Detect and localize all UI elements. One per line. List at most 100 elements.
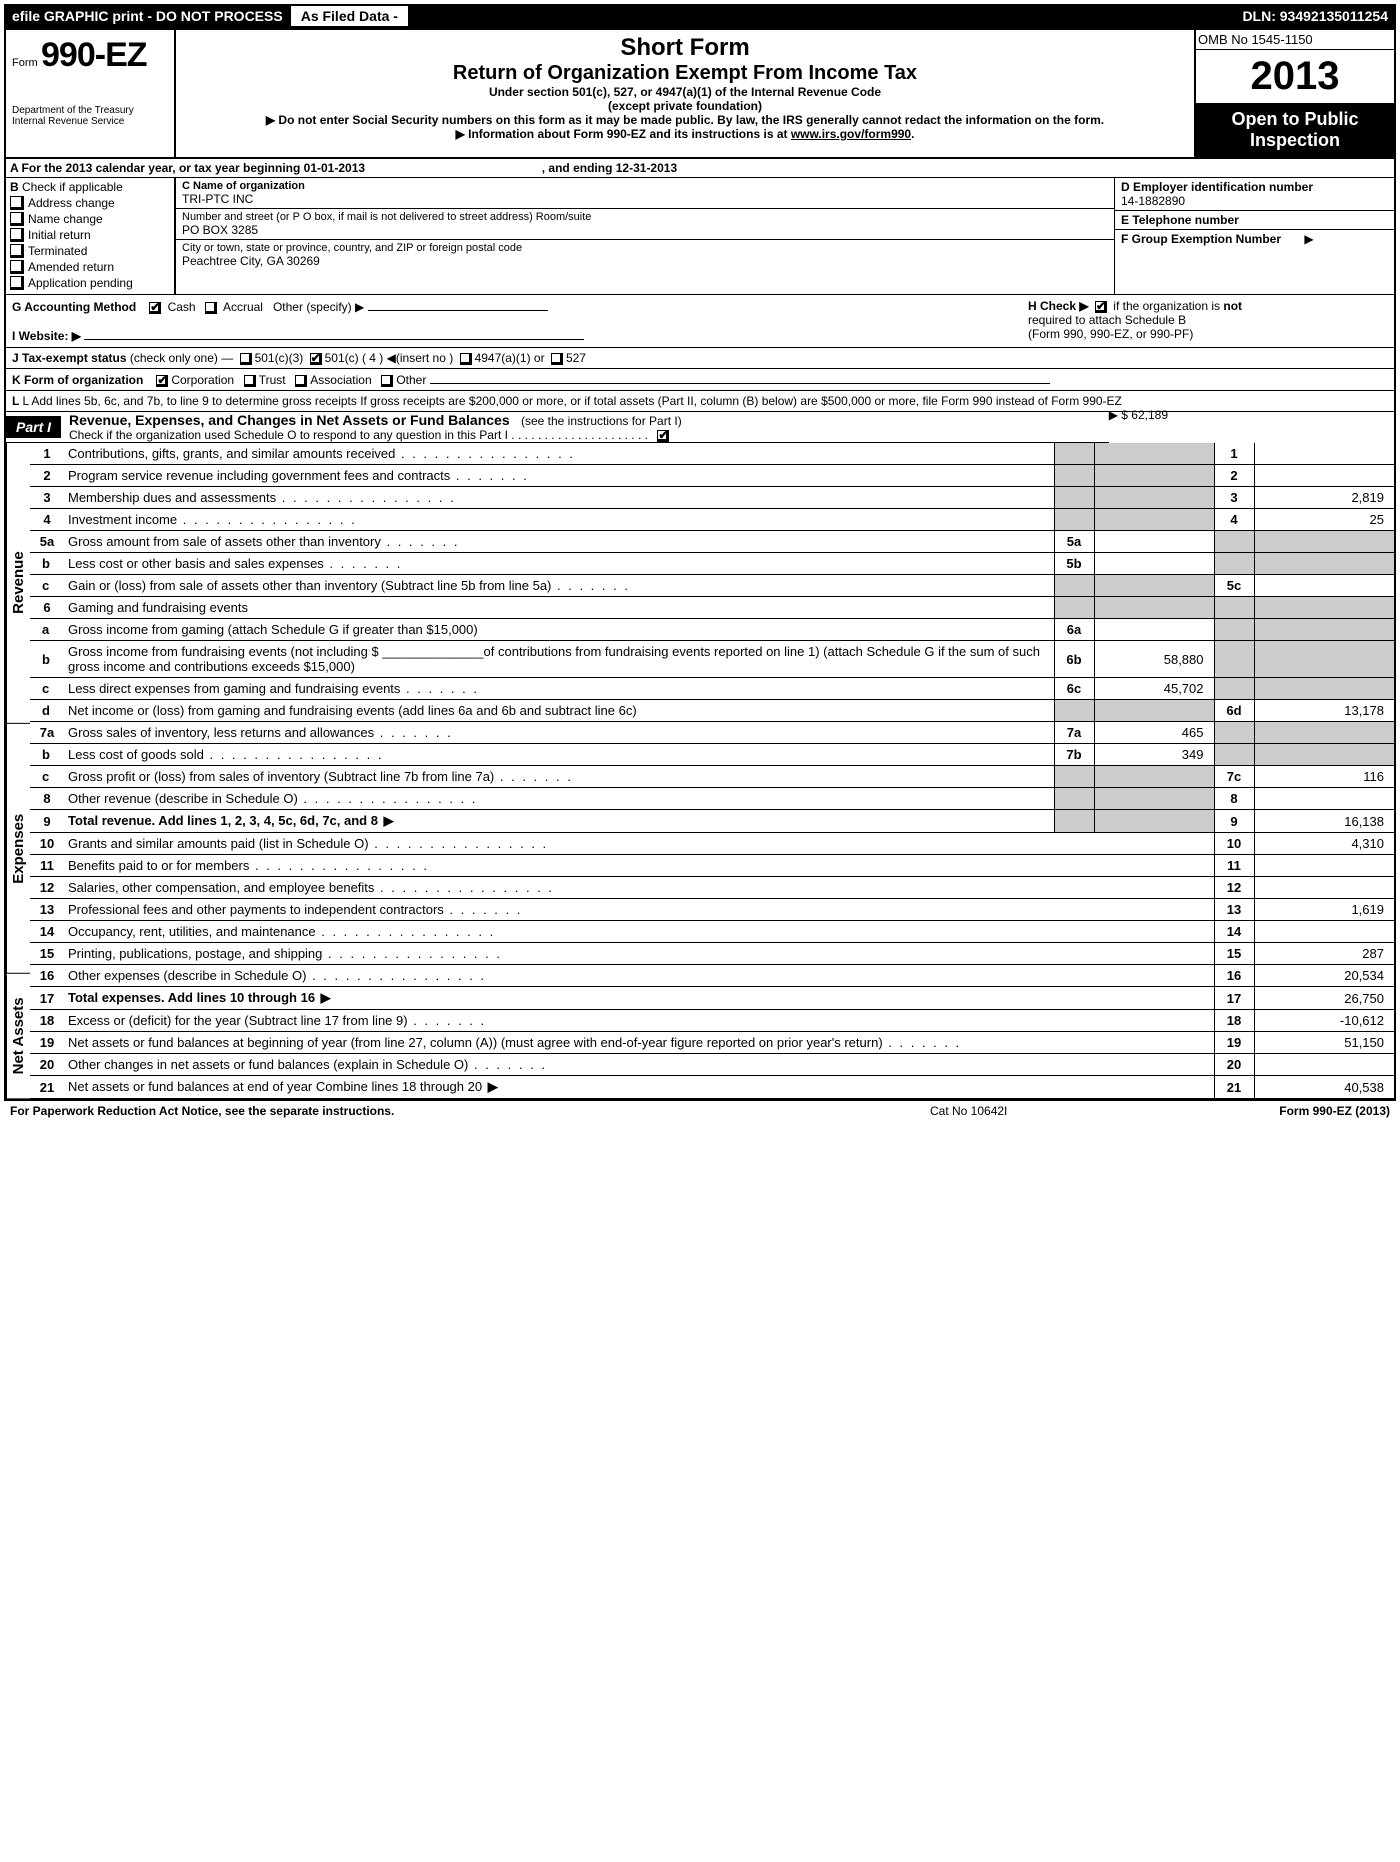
line-9: 9Total revenue. Add lines 1, 2, 3, 4, 5c…	[30, 810, 1394, 833]
line-14: 14Occupancy, rent, utilities, and mainte…	[30, 921, 1394, 943]
line-13: 13Professional fees and other payments t…	[30, 899, 1394, 921]
org-city-lbl: City or town, state or province, country…	[182, 242, 1108, 254]
form-prefix: Form	[12, 57, 38, 69]
header-right: OMB No 1545-1150 2013 Open to Public Ins…	[1194, 30, 1394, 157]
chk-h[interactable]: ✔	[1095, 301, 1107, 313]
omb-number: OMB No 1545-1150	[1196, 30, 1394, 50]
line-20: 20Other changes in net assets or fund ba…	[30, 1054, 1394, 1076]
line-5a: 5aGross amount from sale of assets other…	[30, 531, 1394, 553]
dept-2: Internal Revenue Service	[12, 116, 168, 127]
line-18: 18Excess or (deficit) for the year (Subt…	[30, 1010, 1394, 1032]
open-public: Open to Public Inspection	[1196, 103, 1394, 157]
line-6a: aGross income from gaming (attach Schedu…	[30, 619, 1394, 641]
col-b-label: B	[10, 180, 19, 194]
ein-val: 14-1882890	[1121, 194, 1388, 208]
line-5c: cGain or (loss) from sale of assets othe…	[30, 575, 1394, 597]
top-mid: As Filed Data -	[291, 6, 408, 26]
line-2: 2Program service revenue including gover…	[30, 465, 1394, 487]
chk-501c[interactable]: ✔	[310, 353, 322, 365]
chk-amended[interactable]: Amended return	[10, 260, 170, 274]
line-6: 6Gaming and fundraising events	[30, 597, 1394, 619]
line-21: 21Net assets or fund balances at end of …	[30, 1076, 1394, 1099]
footer-cat: Cat No 10642I	[930, 1104, 1190, 1118]
footer: For Paperwork Reduction Act Notice, see …	[4, 1101, 1396, 1121]
row-a-ending: , and ending 12-31-2013	[542, 161, 677, 175]
line-1: 1Contributions, gifts, grants, and simil…	[30, 443, 1394, 465]
line-6c: cLess direct expenses from gaming and fu…	[30, 678, 1394, 700]
note-1: ▶ Do not enter Social Security numbers o…	[184, 113, 1186, 127]
org-name-lbl: C Name of organization	[182, 180, 1108, 192]
col-c: C Name of organization TRI-PTC INC Numbe…	[176, 178, 1114, 294]
gross-receipts: ▶ $ 62,189	[1109, 408, 1388, 422]
subtitle-2: (except private foundation)	[184, 99, 1186, 113]
org-addr: PO BOX 3285	[182, 223, 1108, 237]
chk-schedule-o[interactable]: ✔	[657, 430, 669, 442]
note-2: ▶ Information about Form 990-EZ and its …	[184, 127, 1186, 141]
header-row: Form 990-EZ Department of the Treasury I…	[6, 30, 1394, 159]
chk-corp[interactable]: ✔	[156, 375, 168, 387]
dept-1: Department of the Treasury	[12, 105, 168, 116]
col-def: D Employer identification number 14-1882…	[1114, 178, 1394, 294]
line-12: 12Salaries, other compensation, and empl…	[30, 877, 1394, 899]
part1-sub: Check if the organization used Schedule …	[61, 428, 672, 442]
chk-assoc[interactable]	[295, 375, 307, 387]
chk-address[interactable]: Address change	[10, 196, 170, 210]
subtitle-1: Under section 501(c), 527, or 4947(a)(1)…	[184, 85, 1186, 99]
top-dln: DLN: 93492135011254	[1234, 6, 1396, 26]
header-center: Short Form Return of Organization Exempt…	[176, 30, 1194, 157]
group-ex-lbl: F Group Exemption Number	[1121, 232, 1281, 246]
line-10: 10Grants and similar amounts paid (list …	[30, 833, 1394, 855]
line-19: 19Net assets or fund balances at beginni…	[30, 1032, 1394, 1054]
line-i: I Website: ▶	[12, 328, 1028, 343]
line-5b: bLess cost or other basis and sales expe…	[30, 553, 1394, 575]
note-2-pre: ▶ Information about Form 990-EZ and its …	[456, 127, 791, 141]
org-name: TRI-PTC INC	[182, 192, 1108, 206]
side-labels: Revenue Expenses Net Assets	[6, 443, 30, 1099]
line-11: 11Benefits paid to or for members11	[30, 855, 1394, 877]
line-7b: bLess cost of goods sold7b349	[30, 744, 1394, 766]
top-left: efile GRAPHIC print - DO NOT PROCESS	[4, 6, 291, 26]
chk-pending[interactable]: Application pending	[10, 276, 170, 290]
line-4: 4Investment income425	[30, 509, 1394, 531]
section-bcdef: B Check if applicable Address change Nam…	[6, 178, 1394, 295]
chk-terminated[interactable]: Terminated	[10, 244, 170, 258]
chk-initial[interactable]: Initial return	[10, 228, 170, 242]
top-bar: efile GRAPHIC print - DO NOT PROCESS As …	[4, 4, 1396, 28]
part1-title-sub: (see the instructions for Part I)	[513, 414, 682, 428]
line-3: 3Membership dues and assessments32,819	[30, 487, 1394, 509]
ein-cell: D Employer identification number 14-1882…	[1115, 178, 1394, 211]
section-ghi: G Accounting Method ✔ Cash Accrual Other…	[6, 295, 1394, 348]
footer-form: Form 990-EZ (2013)	[1190, 1104, 1390, 1118]
form-frame: Form 990-EZ Department of the Treasury I…	[4, 28, 1396, 1101]
open-public-1: Open to Public	[1198, 109, 1392, 130]
chk-4947[interactable]	[460, 353, 472, 365]
tax-year: 2013	[1196, 50, 1394, 103]
lines-table: 1Contributions, gifts, grants, and simil…	[30, 443, 1394, 1099]
chk-other[interactable]	[381, 375, 393, 387]
chk-name[interactable]: Name change	[10, 212, 170, 226]
row-a-text: A For the 2013 calendar year, or tax yea…	[10, 161, 365, 175]
chk-cash[interactable]: ✔	[149, 302, 161, 314]
title-return: Return of Organization Exempt From Incom…	[184, 62, 1186, 85]
org-name-cell: C Name of organization TRI-PTC INC	[176, 178, 1114, 209]
chk-527[interactable]	[551, 353, 563, 365]
line-h: H Check ▶ ✔ if the organization is not r…	[1028, 299, 1388, 343]
side-expenses: Expenses	[6, 724, 30, 974]
col-b-sub: Check if applicable	[22, 180, 123, 194]
line-8: 8Other revenue (describe in Schedule O)8	[30, 788, 1394, 810]
org-addr-lbl: Number and street (or P O box, if mail i…	[182, 211, 1108, 223]
line-g: G Accounting Method ✔ Cash Accrual Other…	[12, 299, 1028, 314]
chk-501c3[interactable]	[240, 353, 252, 365]
footer-left: For Paperwork Reduction Act Notice, see …	[10, 1104, 930, 1118]
tel-lbl: E Telephone number	[1121, 213, 1388, 227]
chk-accrual[interactable]	[205, 302, 217, 314]
irs-link[interactable]: www.irs.gov/form990	[791, 127, 911, 141]
header-left: Form 990-EZ Department of the Treasury I…	[6, 30, 176, 157]
col-b: B Check if applicable Address change Nam…	[6, 178, 176, 294]
org-addr-cell: Number and street (or P O box, if mail i…	[176, 209, 1114, 240]
org-city-cell: City or town, state or province, country…	[176, 240, 1114, 270]
chk-trust[interactable]	[244, 375, 256, 387]
line-7a: 7aGross sales of inventory, less returns…	[30, 722, 1394, 744]
section-l: L L Add lines 5b, 6c, and 7b, to line 9 …	[6, 391, 1394, 412]
part1-header: Part I Revenue, Expenses, and Changes in…	[6, 412, 1109, 443]
